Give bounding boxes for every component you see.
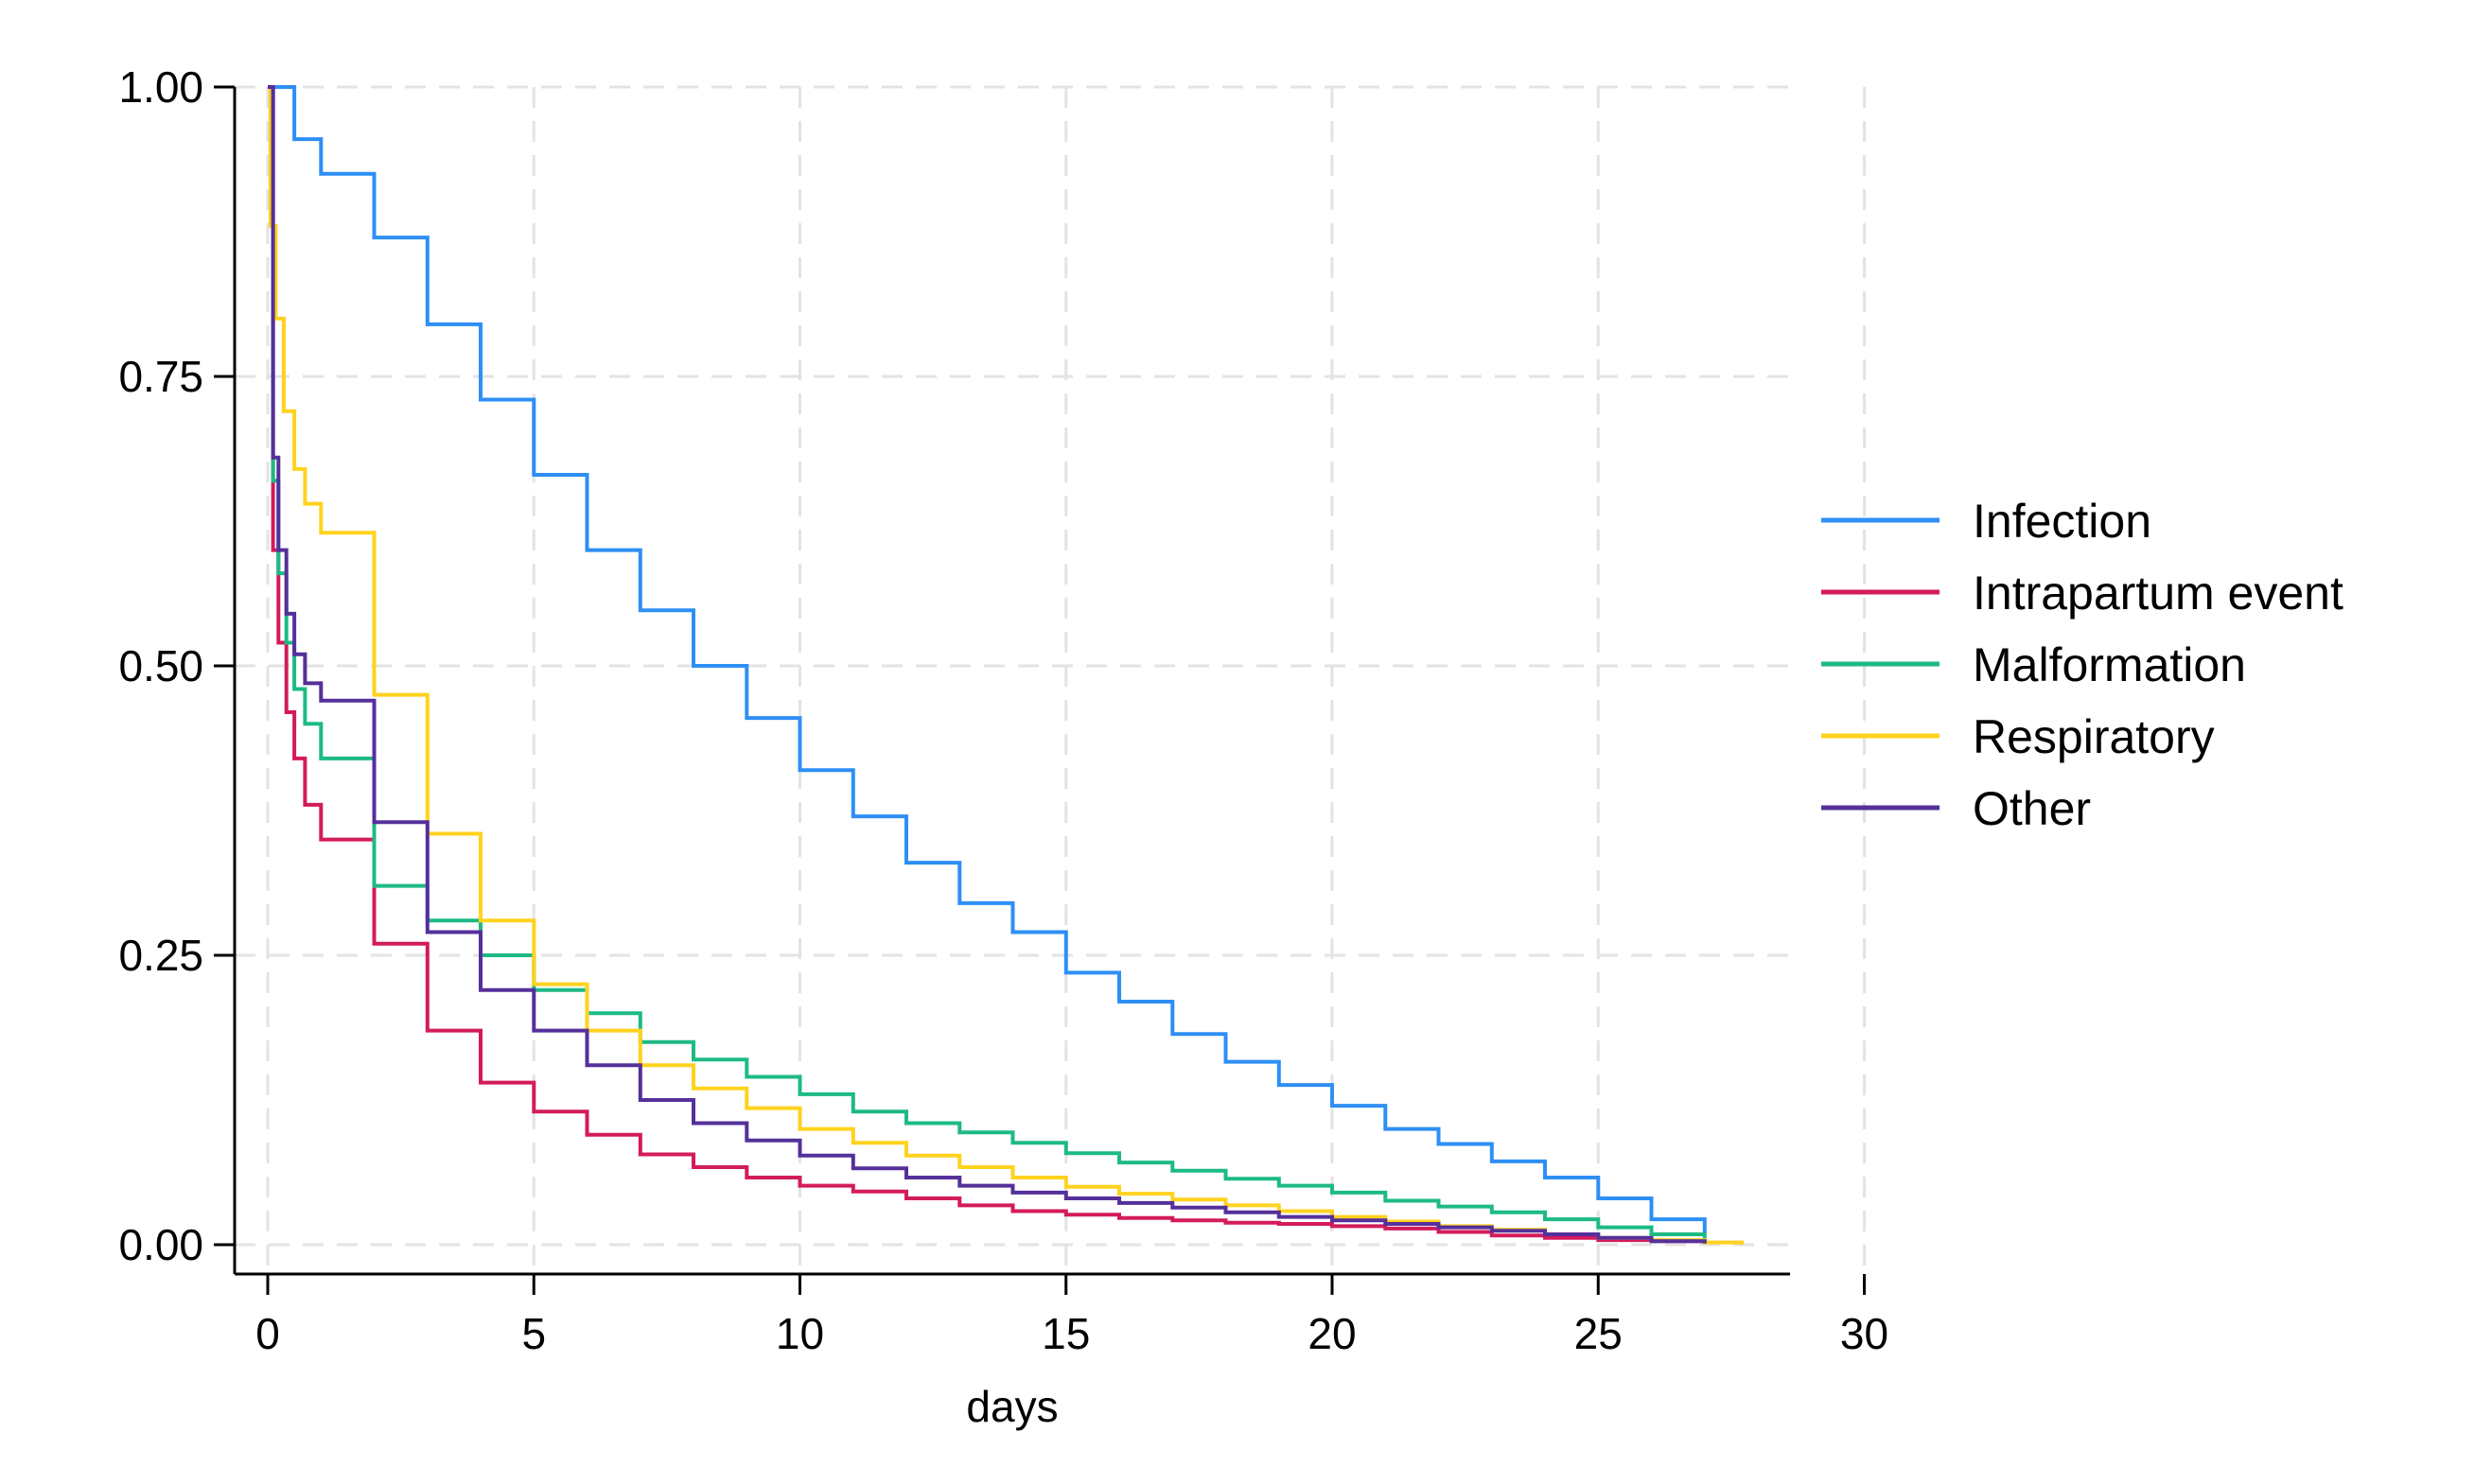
x-tick-label: 5 xyxy=(521,1309,546,1358)
y-tick-label: 0.75 xyxy=(118,352,203,401)
y-tick-label: 0.50 xyxy=(118,641,203,690)
legend-label: Malformation xyxy=(1973,638,2246,691)
legend-label: Other xyxy=(1973,782,2091,835)
legend-label: Intrapartum event xyxy=(1973,567,2343,620)
ticks: 0 5 10 15 20 25 30 0.00 0.25 0.50 0.75 1.00 xyxy=(118,62,1888,1358)
grid xyxy=(235,85,1866,1274)
series-line-intrapartum-event xyxy=(268,85,1707,1244)
x-tick-label: 10 xyxy=(776,1309,824,1358)
x-tick-label: 20 xyxy=(1308,1309,1356,1358)
series-line-other xyxy=(268,85,1707,1244)
x-tick-label: 25 xyxy=(1574,1309,1623,1358)
series-line-infection xyxy=(268,85,1707,1233)
x-tick-label: 30 xyxy=(1840,1309,1888,1358)
y-tick-label: 1.00 xyxy=(118,62,203,112)
legend-label: Infection xyxy=(1973,495,2151,548)
series-lines xyxy=(268,85,1745,1245)
axes xyxy=(233,87,1790,1276)
legend: Infection Intrapartum event Malformation Re… xyxy=(1821,495,2343,835)
x-tick-label: 0 xyxy=(255,1309,280,1358)
x-tick-label: 15 xyxy=(1042,1309,1090,1358)
y-tick-label: 0.25 xyxy=(118,931,203,980)
legend-label: Respiratory xyxy=(1973,710,2215,763)
y-tick-label: 0.00 xyxy=(118,1220,203,1269)
series-line-malformation xyxy=(268,85,1707,1241)
x-axis-title: days xyxy=(966,1382,1058,1431)
